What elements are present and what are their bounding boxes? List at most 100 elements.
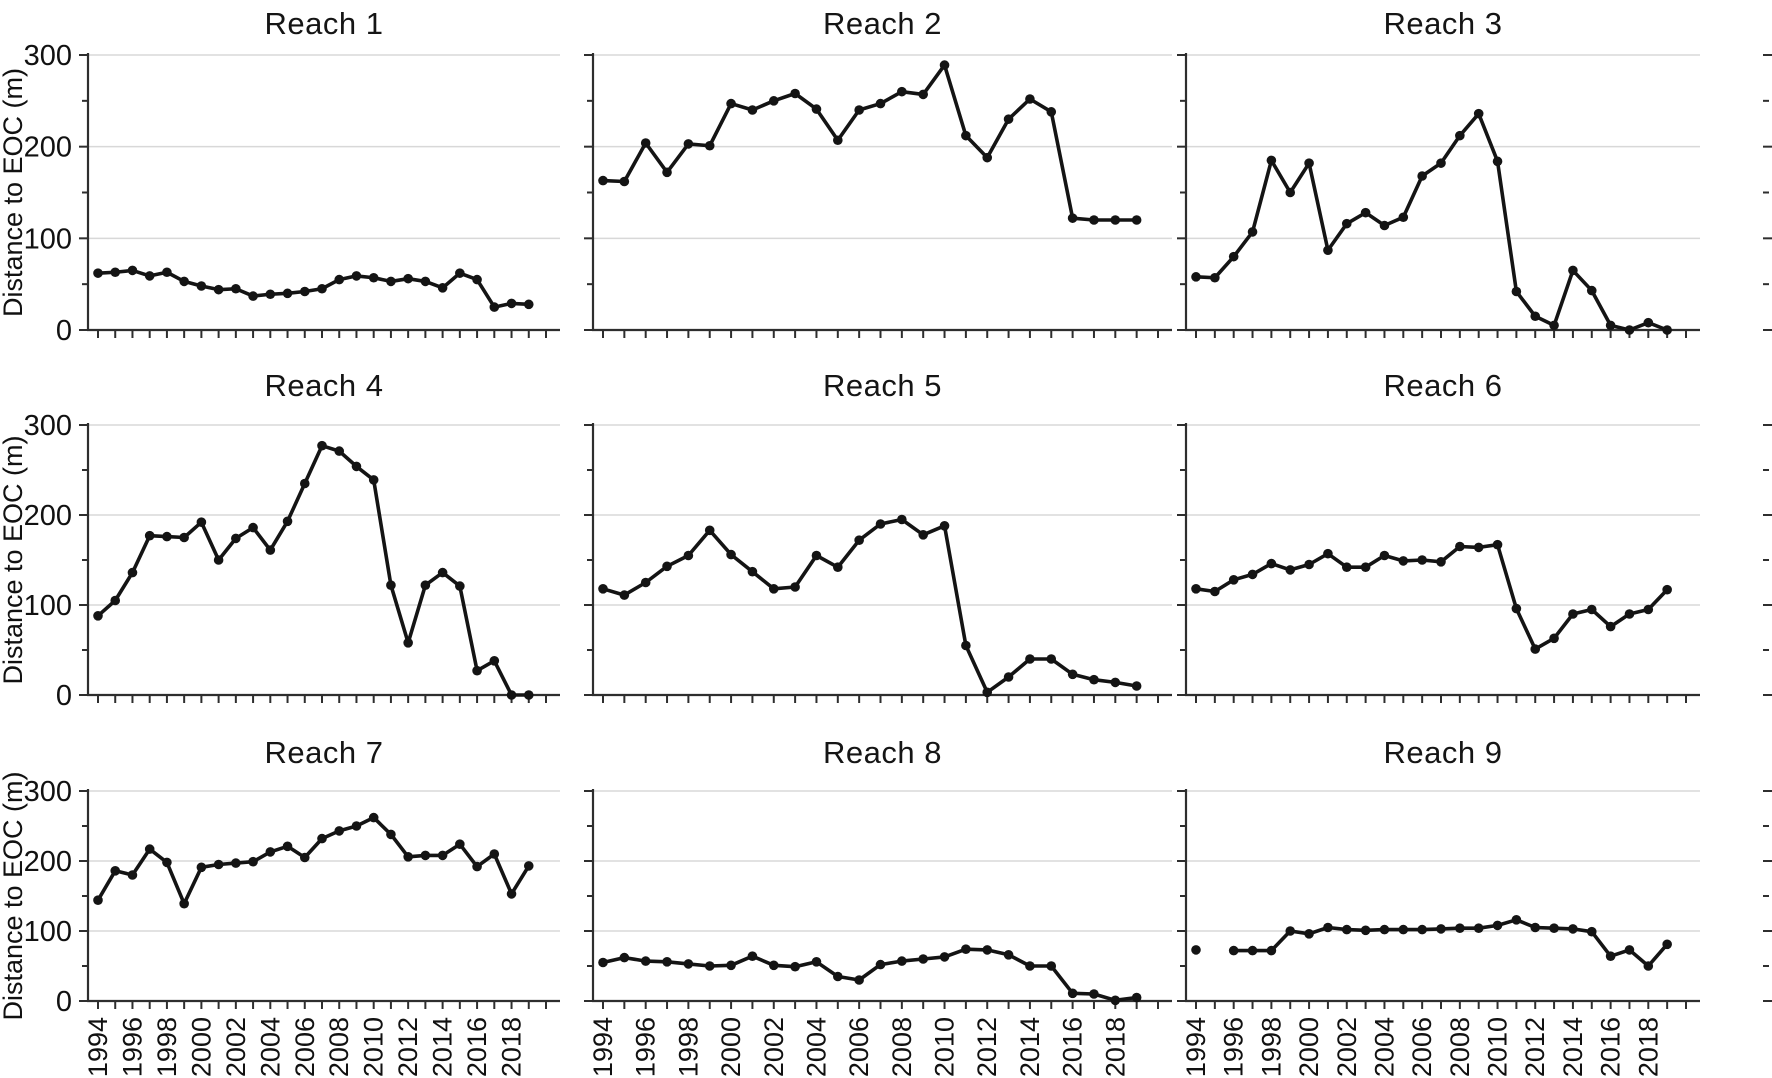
data-point	[704, 961, 715, 971]
data-point	[1605, 951, 1616, 961]
data-point	[1025, 961, 1035, 971]
data-point	[875, 519, 886, 529]
data-point	[506, 298, 517, 309]
data-point	[403, 273, 413, 284]
data-point	[1643, 961, 1654, 971]
data-point	[1025, 654, 1035, 664]
chart-title-reach-9: Reach 9	[1383, 735, 1503, 770]
data-point	[897, 514, 907, 525]
data-point	[420, 276, 431, 287]
series-line	[96, 443, 531, 697]
data-point	[162, 531, 172, 542]
data-point	[619, 952, 630, 963]
chart-title-reach-4: Reach 4	[264, 368, 384, 403]
data-point	[1285, 926, 1296, 936]
data-point	[1568, 609, 1578, 619]
series-line	[96, 268, 531, 309]
data-point	[1473, 923, 1484, 933]
data-point	[523, 861, 534, 871]
data-point	[726, 549, 736, 560]
x-tick-label: 2010	[930, 1017, 960, 1077]
data-point	[403, 638, 413, 648]
y-tick-label: 300	[24, 40, 72, 72]
data-point	[265, 289, 276, 300]
data-point	[1624, 325, 1635, 335]
data-point	[1323, 245, 1333, 256]
data-point	[317, 440, 327, 451]
data-point	[1341, 218, 1352, 229]
x-tick-label: 2010	[1483, 1017, 1513, 1077]
x-tick-label: 1996	[631, 1017, 661, 1077]
y-axis-title: Distance to EOC (m)	[0, 68, 28, 317]
data-point	[144, 844, 155, 854]
data-point	[768, 960, 779, 971]
data-point	[726, 98, 736, 109]
data-point	[299, 286, 310, 297]
data-point	[1417, 555, 1427, 565]
data-point	[1247, 945, 1258, 956]
y-tick-label: 0	[56, 680, 72, 712]
y-tick-label: 0	[56, 315, 72, 347]
data-point	[265, 545, 276, 555]
y-tick-label: 100	[24, 916, 72, 948]
data-point	[351, 461, 362, 472]
series-line	[601, 63, 1139, 222]
x-tick-label: 2000	[1294, 1017, 1324, 1077]
data-point	[437, 567, 448, 578]
data-point	[662, 167, 672, 178]
x-tick-label: 2002	[221, 1017, 251, 1077]
chart-reach-3	[1177, 53, 1772, 338]
chart-reach-2	[584, 53, 1172, 338]
data-point	[110, 267, 121, 278]
data-point	[1046, 654, 1057, 664]
data-point	[1003, 114, 1014, 124]
x-tick-label: 1998	[152, 1017, 182, 1077]
x-tick-label: 2012	[1520, 1017, 1550, 1077]
data-point	[1492, 156, 1503, 167]
data-point	[875, 98, 886, 109]
data-point	[1131, 681, 1142, 691]
data-point	[833, 971, 843, 982]
data-point	[811, 957, 822, 967]
y-tick-label: 300	[24, 410, 72, 442]
data-point	[1473, 542, 1484, 553]
data-point	[961, 944, 971, 954]
data-point	[1131, 992, 1142, 1003]
data-point	[455, 581, 465, 591]
data-point	[127, 265, 138, 276]
data-point	[1247, 227, 1258, 237]
y-tick-label: 0	[56, 986, 72, 1018]
data-point	[1530, 644, 1541, 654]
data-point	[918, 530, 928, 540]
data-point	[704, 140, 715, 151]
data-point	[747, 951, 758, 961]
x-tick-label: 2016	[1058, 1017, 1088, 1077]
data-point	[939, 60, 950, 70]
data-point	[299, 852, 310, 863]
data-point	[1360, 207, 1371, 218]
data-point	[386, 276, 396, 287]
x-tick-label: 2008	[324, 1017, 354, 1077]
data-point	[1304, 929, 1314, 939]
data-point	[93, 895, 103, 905]
data-point	[1323, 548, 1333, 559]
data-point	[420, 850, 431, 861]
data-point	[127, 870, 138, 880]
data-point	[231, 283, 241, 294]
x-tick-label: 2004	[255, 1017, 285, 1077]
data-point	[1643, 604, 1654, 615]
data-point	[317, 283, 327, 294]
data-point	[179, 898, 189, 909]
data-point	[1003, 672, 1014, 682]
data-point	[213, 859, 224, 870]
x-tick-label: 2006	[1407, 1017, 1437, 1077]
data-point	[1436, 924, 1446, 934]
y-axis-title: Distance to EOC (m)	[0, 435, 28, 684]
data-point	[1191, 272, 1201, 282]
data-point	[334, 446, 345, 456]
data-point	[1025, 94, 1035, 104]
data-point	[489, 656, 500, 666]
data-point	[1110, 677, 1121, 688]
data-point	[386, 580, 396, 590]
data-point	[961, 130, 971, 141]
